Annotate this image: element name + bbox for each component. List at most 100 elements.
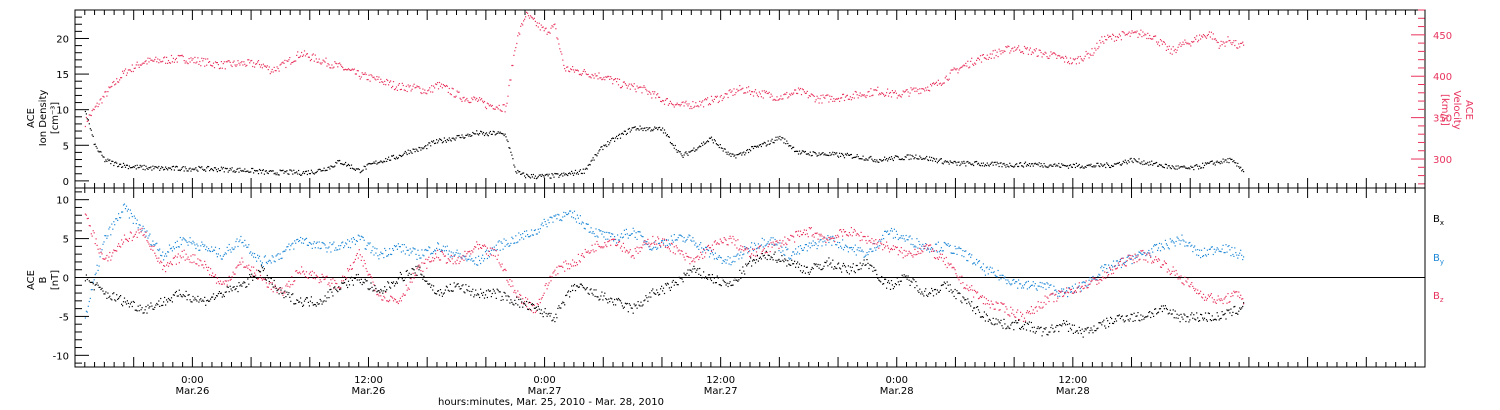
velocity-point (193, 62, 195, 64)
density-point (826, 154, 828, 156)
density-point (1066, 165, 1068, 167)
density-point (525, 177, 527, 179)
velocity-point (121, 77, 123, 79)
density-point (417, 150, 419, 152)
by-point (459, 253, 461, 255)
by-point (892, 237, 894, 239)
density-point (1114, 163, 1117, 165)
velocity-point (342, 66, 344, 69)
density-point (433, 140, 435, 142)
bz-point (576, 264, 578, 266)
density-point (408, 152, 410, 155)
density-point (370, 163, 372, 165)
velocity-point (425, 92, 427, 94)
velocity-point (752, 91, 754, 93)
density-point (1024, 161, 1027, 163)
density-point (706, 141, 708, 143)
by-point (234, 246, 236, 248)
bz-point (421, 262, 423, 264)
density-point (1022, 165, 1024, 167)
density-point (464, 137, 466, 139)
by-point (862, 251, 864, 253)
density-point (470, 135, 472, 137)
by-point (411, 250, 413, 252)
by-point (673, 234, 675, 236)
density-point (924, 158, 926, 160)
by-point (488, 256, 490, 258)
by-point (944, 242, 946, 244)
bz-point (637, 252, 639, 254)
velocity-point (798, 89, 801, 91)
velocity-point (1009, 52, 1011, 54)
velocity-point (487, 103, 489, 105)
by-point (403, 244, 405, 246)
by-point (413, 248, 415, 250)
bz-point (306, 277, 308, 279)
bz-point (238, 264, 240, 266)
density-point (534, 175, 536, 177)
velocity-point (735, 92, 737, 94)
velocity-point (1123, 32, 1125, 34)
velocity-point (909, 92, 911, 94)
density-point (155, 166, 157, 168)
velocity-point (585, 73, 587, 75)
velocity-point (162, 60, 164, 62)
by-point (382, 253, 384, 255)
by-point (530, 229, 533, 231)
density-point (650, 130, 652, 132)
by-point (144, 231, 146, 233)
by-point (579, 215, 581, 217)
bz-point (212, 272, 214, 274)
velocity-point (1225, 41, 1227, 43)
bz-point (295, 270, 297, 272)
density-point (817, 154, 819, 156)
density-point (694, 150, 696, 152)
by-point (753, 242, 756, 244)
by-point (1124, 261, 1126, 263)
density-point (602, 148, 604, 151)
density-point (812, 151, 814, 153)
by-point (788, 257, 790, 259)
density-point (664, 132, 667, 134)
by-point (671, 239, 673, 241)
density-point (768, 143, 770, 145)
by-point (1189, 241, 1191, 244)
density-point (177, 169, 179, 171)
density-point (811, 154, 813, 157)
density-point (1193, 169, 1195, 171)
by-point (143, 228, 145, 230)
velocity-point (707, 97, 709, 99)
density-point (769, 143, 771, 145)
velocity-point (965, 62, 967, 64)
density-point (128, 165, 130, 167)
density-point (1012, 165, 1014, 168)
by-point (756, 247, 758, 249)
by-point (588, 231, 590, 233)
velocity-point (108, 86, 110, 88)
density-point (562, 175, 564, 177)
by-point (913, 246, 915, 248)
velocity-point (1035, 48, 1037, 50)
bz-point (660, 245, 662, 247)
velocity-point (730, 91, 732, 93)
density-point (441, 142, 443, 144)
by-point (858, 250, 860, 252)
bz-point (175, 263, 177, 265)
bz-point (158, 257, 160, 259)
bz-point (498, 262, 500, 264)
velocity-point (827, 94, 829, 96)
velocity-point (1057, 55, 1059, 57)
by-point (923, 248, 925, 250)
by-point (538, 231, 540, 233)
by-point (689, 235, 691, 237)
by-point (752, 249, 755, 252)
bz-point (181, 250, 183, 252)
by-point (837, 241, 839, 243)
bz-point (310, 274, 312, 276)
density-point (840, 155, 842, 157)
bz-point (719, 238, 721, 240)
density-point (185, 168, 187, 170)
velocity-point (97, 106, 99, 108)
velocity-point (398, 83, 400, 85)
bz-point (581, 253, 583, 255)
